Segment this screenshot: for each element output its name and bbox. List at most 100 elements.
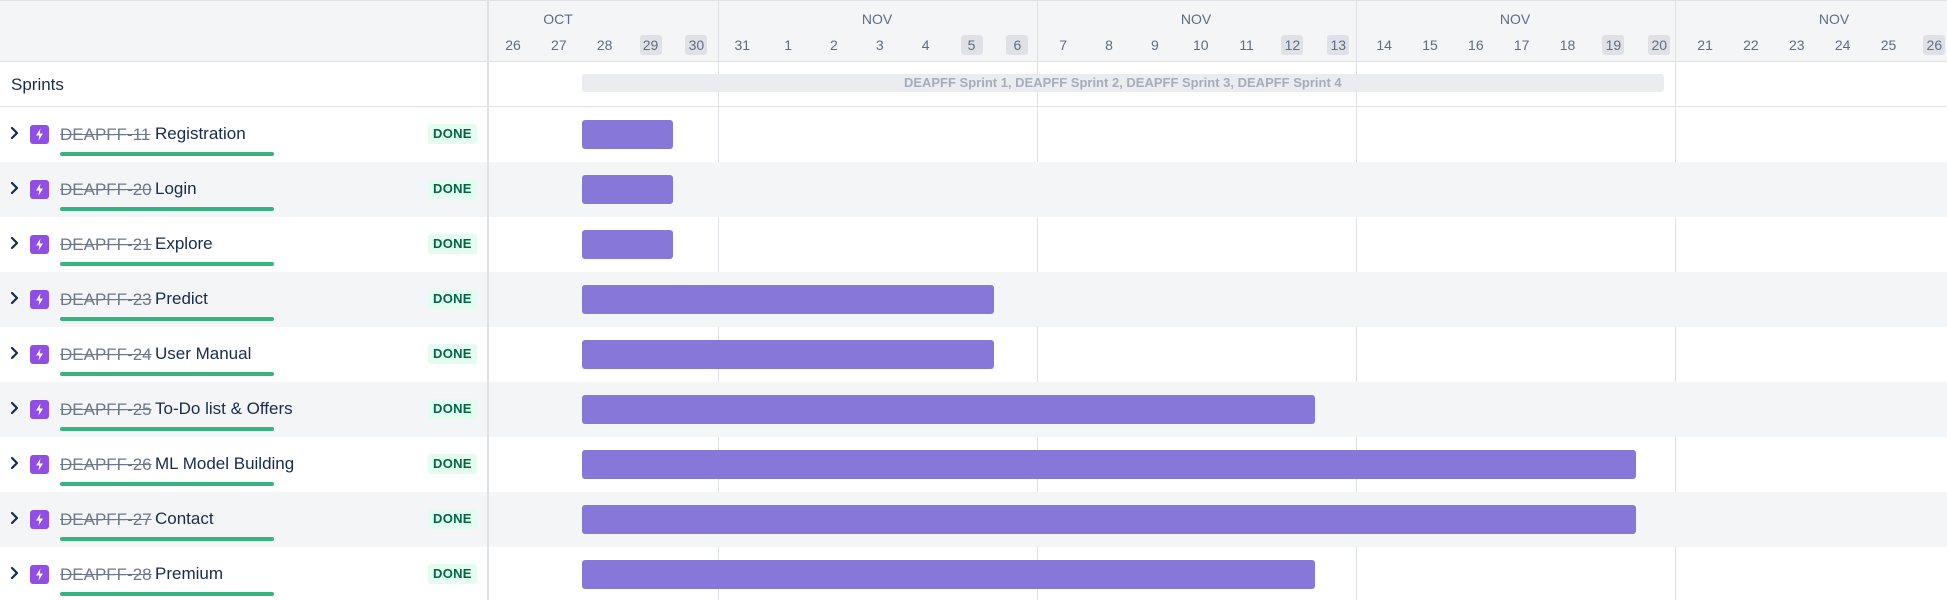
issue-key[interactable]: DEAPFF-28 xyxy=(60,565,152,584)
epic-lightning-icon xyxy=(30,455,49,474)
day-label: 31 xyxy=(734,37,751,53)
issue-row[interactable]: DEAPFF-23 Predict DONE xyxy=(0,272,487,327)
issue-title[interactable]: Contact xyxy=(155,509,214,528)
epic-lightning-icon xyxy=(30,180,49,199)
day-label: 26 xyxy=(505,37,521,53)
timeline-header: OCT NOV NOV NOV NOV 26 27 28 29 30 31 1 2 3 4 5 6 7 8 9 10 11… xyxy=(489,0,1947,62)
chevron-right-icon[interactable] xyxy=(9,289,21,307)
issue-row[interactable]: DEAPFF-21 Explore DONE xyxy=(0,217,487,272)
issue-row[interactable]: DEAPFF-28 Premium DONE xyxy=(0,547,487,600)
issue-timeline-bar[interactable] xyxy=(581,120,674,149)
epic-lightning-icon xyxy=(30,290,49,309)
timeline-row xyxy=(489,272,1947,327)
timeline-row xyxy=(489,107,1947,162)
issue-row[interactable]: DEAPFF-20 Login DONE xyxy=(0,162,487,217)
status-badge: DONE xyxy=(428,179,477,199)
sprints-label: Sprints xyxy=(11,75,64,94)
epic-lightning-icon xyxy=(30,345,49,364)
day-label: 18 xyxy=(1559,37,1576,53)
month-label: NOV xyxy=(1499,11,1531,27)
sprint-label: DEAPFF Sprint 1, DEAPFF Sprint 2, DEAPFF… xyxy=(903,75,1342,90)
issue-row[interactable]: DEAPFF-27 Contact DONE xyxy=(0,492,487,547)
issue-timeline-bar[interactable] xyxy=(581,285,995,314)
day-label: 21 xyxy=(1697,37,1713,53)
month-label: NOV xyxy=(861,11,893,27)
day-label: 25 xyxy=(1880,37,1897,53)
issue-key[interactable]: DEAPFF-20 xyxy=(60,180,152,199)
issue-title[interactable]: ML Model Building xyxy=(155,454,295,473)
issue-timeline-bar[interactable] xyxy=(581,450,1637,479)
issue-title[interactable]: Premium xyxy=(155,564,224,583)
issue-timeline-bar[interactable] xyxy=(581,230,674,259)
timeline-row xyxy=(489,492,1947,547)
day-label: 19 xyxy=(1602,35,1625,55)
status-badge: DONE xyxy=(428,564,477,584)
day-label: 29 xyxy=(639,35,662,55)
issue-title[interactable]: Predict xyxy=(155,289,208,308)
issue-progress-bar xyxy=(60,152,274,156)
day-label: 7 xyxy=(1059,37,1068,53)
month-label: NOV xyxy=(1180,11,1212,27)
issue-title[interactable]: Explore xyxy=(155,234,213,253)
day-label: 6 xyxy=(1006,35,1029,55)
epic-lightning-icon xyxy=(30,400,49,419)
issue-list-header xyxy=(0,0,487,62)
epic-lightning-icon xyxy=(30,235,49,254)
chevron-right-icon[interactable] xyxy=(9,509,21,527)
day-label: 30 xyxy=(685,35,708,55)
day-label: 14 xyxy=(1376,37,1392,53)
issue-progress-bar xyxy=(60,537,274,541)
day-label: 13 xyxy=(1327,35,1350,55)
status-badge: DONE xyxy=(428,509,477,529)
sprint-bar[interactable]: DEAPFF Sprint 1, DEAPFF Sprint 2, DEAPFF… xyxy=(581,74,1664,92)
issue-row[interactable]: DEAPFF-24 User Manual DONE xyxy=(0,327,487,382)
issue-progress-bar xyxy=(60,427,274,431)
chevron-right-icon[interactable] xyxy=(9,454,21,472)
issue-timeline-bar[interactable] xyxy=(581,395,1316,424)
chevron-right-icon[interactable] xyxy=(9,179,21,197)
issue-timeline-bar[interactable] xyxy=(581,560,1316,589)
issue-row[interactable]: DEAPFF-25 To-Do list & Offers DONE xyxy=(0,382,487,437)
chevron-right-icon[interactable] xyxy=(9,564,21,582)
issue-key[interactable]: DEAPFF-25 xyxy=(60,400,152,419)
month-label: OCT xyxy=(543,11,573,27)
day-label: 1 xyxy=(784,37,792,53)
day-label: 10 xyxy=(1192,37,1209,53)
timeline-grid: OCT NOV NOV NOV NOV 26 27 28 29 30 31 1 2 3 4 5 6 7 8 9 10 11… xyxy=(489,0,1947,600)
issue-title[interactable]: To-Do list & Offers xyxy=(155,399,293,418)
day-label: 26 xyxy=(1923,35,1946,55)
issue-key[interactable]: DEAPFF-23 xyxy=(60,290,152,309)
chevron-right-icon[interactable] xyxy=(9,124,21,142)
status-badge: DONE xyxy=(428,454,477,474)
issue-progress-bar xyxy=(60,262,274,266)
timeline-row xyxy=(489,382,1947,437)
issue-title[interactable]: User Manual xyxy=(155,344,252,363)
issue-progress-bar xyxy=(60,317,274,321)
chevron-right-icon[interactable] xyxy=(9,344,21,362)
issue-progress-bar xyxy=(60,592,274,596)
issue-key[interactable]: DEAPFF-21 xyxy=(60,235,152,254)
day-label: 17 xyxy=(1513,37,1530,53)
day-label: 11 xyxy=(1239,37,1254,53)
issue-timeline-bar[interactable] xyxy=(581,175,674,204)
issue-title[interactable]: Login xyxy=(155,179,197,198)
timeline-row xyxy=(489,162,1947,217)
timeline-row xyxy=(489,547,1947,600)
issue-row[interactable]: DEAPFF-11 Registration DONE xyxy=(0,107,487,162)
status-badge: DONE xyxy=(428,124,477,144)
issue-key[interactable]: DEAPFF-26 xyxy=(60,455,152,474)
month-label: NOV xyxy=(1818,11,1850,27)
issue-key[interactable]: DEAPFF-24 xyxy=(60,345,152,364)
chevron-right-icon[interactable] xyxy=(9,399,21,417)
epic-lightning-icon xyxy=(30,565,49,584)
issue-key[interactable]: DEAPFF-27 xyxy=(60,510,152,529)
day-label: 27 xyxy=(551,37,567,53)
timeline-row xyxy=(489,437,1947,492)
issue-key[interactable]: DEAPFF-11 xyxy=(60,125,151,144)
issue-timeline-bar[interactable] xyxy=(581,505,1637,534)
issue-row[interactable]: DEAPFF-26 ML Model Building DONE xyxy=(0,437,487,492)
issue-title[interactable]: Registration xyxy=(155,124,246,143)
chevron-right-icon[interactable] xyxy=(9,234,21,252)
issue-timeline-bar[interactable] xyxy=(581,340,995,369)
